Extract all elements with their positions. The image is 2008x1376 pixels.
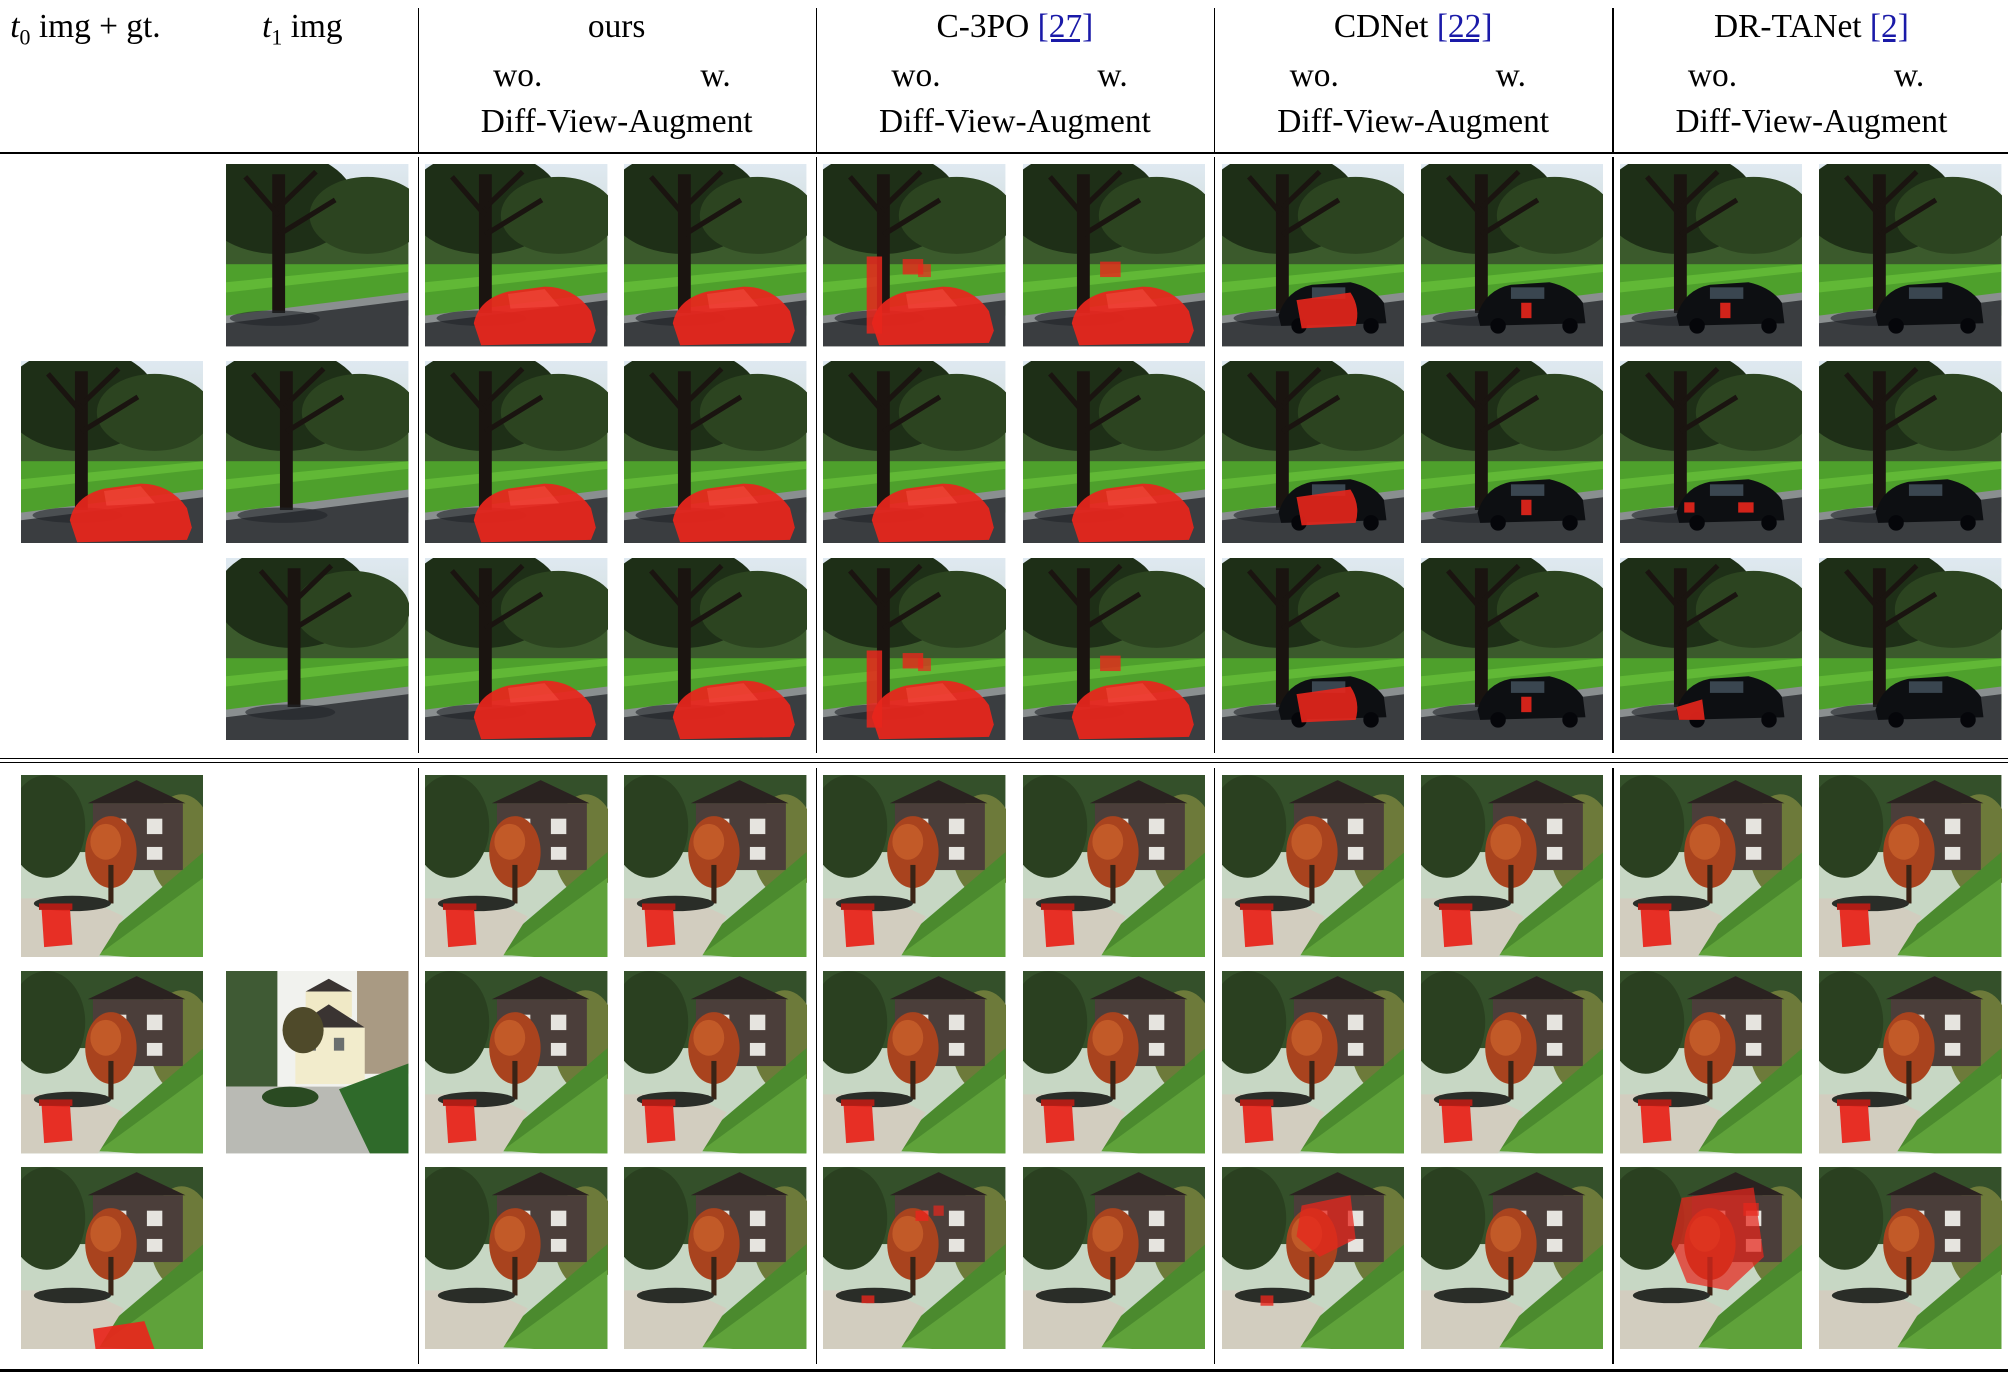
column-separator	[417, 156, 419, 753]
method-name-label: CDNet	[1333, 7, 1437, 45]
t1-image	[226, 164, 409, 347]
header-t1-img: t1 img	[262, 7, 343, 50]
column-separator	[1214, 7, 1216, 152]
t0-image-with-gt	[20, 1166, 203, 1349]
result-image	[624, 1166, 807, 1349]
result-image	[425, 1166, 608, 1349]
result-image	[1022, 1166, 1206, 1349]
result-image	[624, 557, 807, 740]
result-image	[1620, 164, 1803, 347]
column-separator	[1612, 768, 1614, 1365]
with-augment-label: w.	[1893, 56, 1925, 94]
result-image	[1420, 557, 1604, 740]
result-image	[823, 164, 1006, 347]
result-image	[1022, 774, 1206, 958]
column-separator	[1612, 156, 1614, 753]
result-image	[1221, 971, 1405, 1154]
t1-image	[226, 971, 409, 1154]
augment-label: Diff-View-Augment	[480, 102, 753, 140]
result-image	[624, 774, 807, 958]
result-image	[425, 557, 608, 740]
result-image	[1819, 164, 2002, 347]
t1-image	[226, 361, 409, 544]
result-image	[1221, 361, 1405, 544]
header-t0-img-gt: t0 img + gt.	[10, 7, 161, 50]
with-augment-label: w.	[700, 56, 731, 94]
without-augment-label: wo.	[891, 56, 941, 94]
column-separator	[417, 768, 419, 1365]
result-image	[425, 164, 608, 347]
result-image	[823, 971, 1006, 1154]
result-image	[1819, 361, 2002, 544]
result-image	[1819, 971, 2002, 1154]
with-augment-label: w.	[1097, 56, 1128, 94]
result-image	[1221, 774, 1405, 958]
result-image	[1620, 774, 1803, 958]
result-image	[1819, 774, 2002, 958]
result-image	[1420, 774, 1604, 958]
column-separator	[815, 156, 818, 753]
result-image	[1620, 971, 1803, 1154]
method-name-3: DR-TANet [2]	[1714, 8, 1909, 47]
method-name-0: ours	[588, 8, 646, 47]
t1-image	[226, 557, 409, 740]
method-name-label: C-3PO	[936, 7, 1038, 45]
result-image	[1420, 164, 1604, 347]
result-image	[1221, 164, 1405, 347]
without-augment-label: wo.	[1289, 56, 1339, 94]
result-image	[823, 557, 1006, 740]
result-image	[1620, 1166, 1803, 1349]
result-image	[624, 971, 807, 1154]
column-separator	[815, 768, 818, 1365]
augment-label: Diff-View-Augment	[1675, 102, 1948, 140]
citation-link[interactable]: [22]	[1436, 7, 1493, 45]
column-separator	[815, 7, 818, 152]
result-image	[1221, 1166, 1405, 1349]
result-image	[823, 1166, 1006, 1349]
result-image	[1620, 557, 1803, 740]
t0-image-with-gt	[20, 971, 203, 1154]
result-image	[1420, 971, 1604, 1154]
header-rule	[0, 151, 2008, 155]
result-image	[624, 164, 807, 347]
result-image	[1221, 557, 1405, 740]
with-augment-label: w.	[1495, 56, 1526, 94]
t0-image-with-gt	[20, 361, 203, 544]
bottom-rule	[0, 1369, 2008, 1373]
column-separator	[1214, 156, 1216, 753]
citation-link[interactable]: [27]	[1037, 7, 1094, 45]
column-separator	[1214, 768, 1216, 1365]
result-image	[823, 774, 1006, 958]
result-image	[1620, 361, 1803, 544]
block-rule-a	[0, 757, 2008, 760]
column-separator	[417, 7, 419, 152]
result-image	[1022, 361, 1206, 544]
result-image	[1022, 971, 1206, 1154]
result-image	[425, 361, 608, 544]
method-name-label: DR-TANet	[1714, 7, 1870, 45]
result-image	[1420, 361, 1604, 544]
augment-label: Diff-View-Augment	[1277, 102, 1550, 140]
column-separator	[1612, 7, 1614, 152]
result-image	[425, 971, 608, 1154]
result-image	[624, 361, 807, 544]
result-image	[823, 361, 1006, 544]
without-augment-label: wo.	[1687, 56, 1738, 94]
without-augment-label: wo.	[493, 56, 543, 94]
result-image	[1819, 1166, 2002, 1349]
method-name-2: CDNet [22]	[1334, 8, 1493, 47]
t0-image-with-gt	[20, 774, 203, 958]
block-rule-b	[0, 761, 2008, 764]
result-image	[1420, 1166, 1604, 1349]
augment-label: Diff-View-Augment	[878, 102, 1151, 140]
result-image	[425, 774, 608, 958]
result-image	[1022, 164, 1206, 347]
citation-link[interactable]: [2]	[1869, 7, 1909, 45]
result-image	[1819, 557, 2002, 740]
result-image	[1022, 557, 1206, 740]
method-name-1: C-3PO [27]	[937, 8, 1094, 47]
method-name-label: ours	[587, 7, 646, 45]
